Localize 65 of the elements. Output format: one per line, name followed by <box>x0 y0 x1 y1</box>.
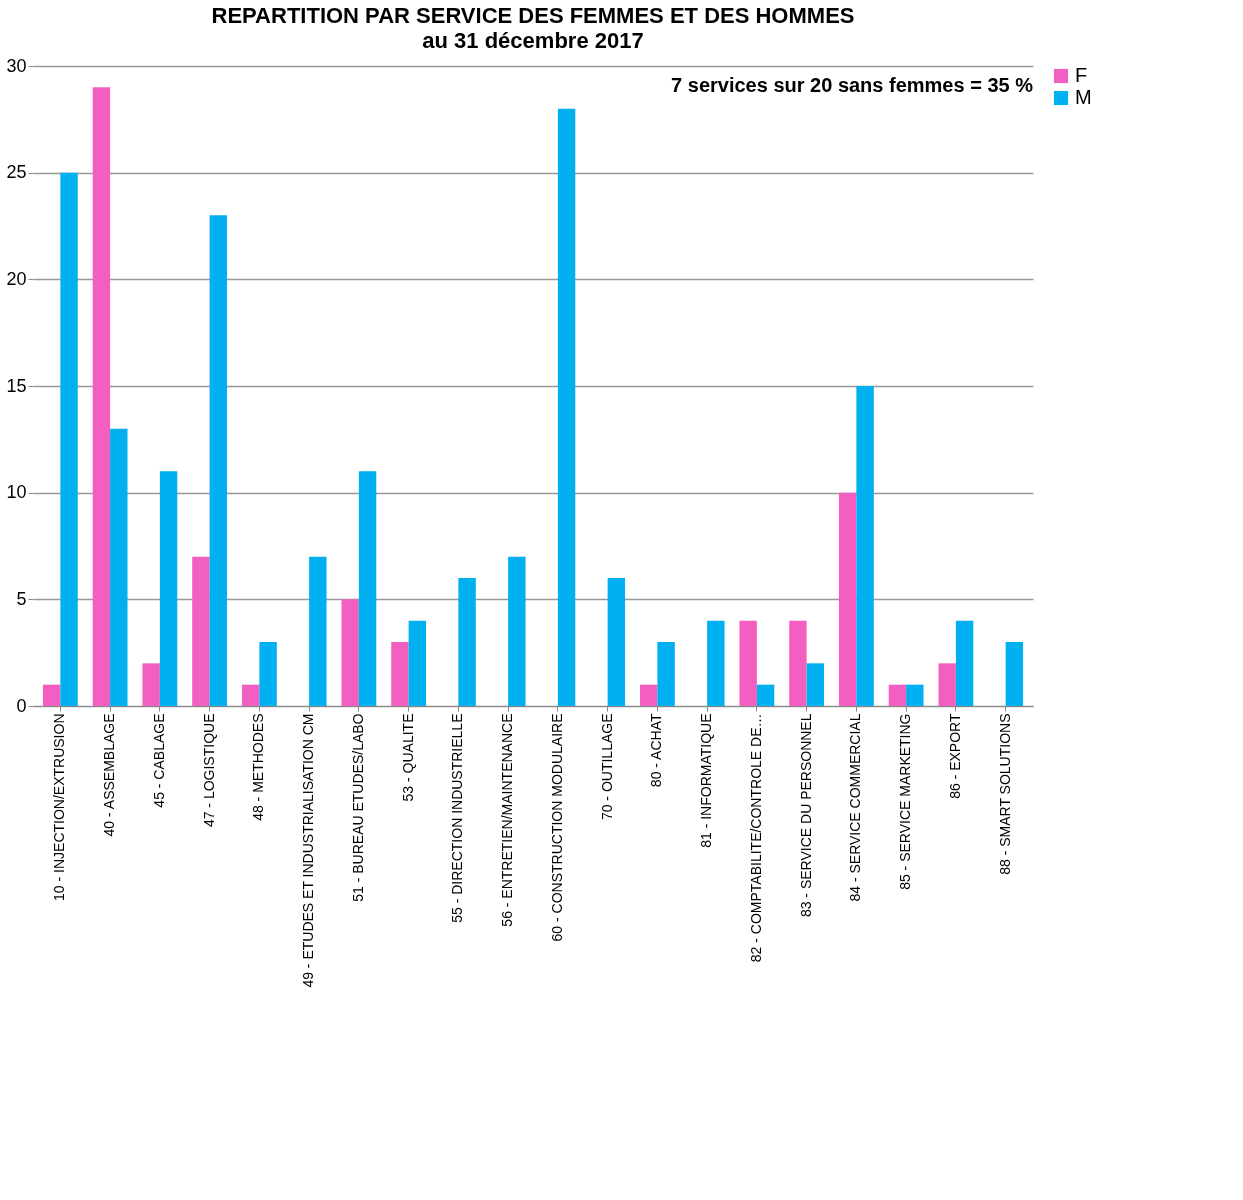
annotation: 7 services sur 20 sans femmes = 35 % <box>671 74 1034 96</box>
y-tick-label: 30 <box>6 55 27 76</box>
x-tick-label: 60 - CONSTRUCTION MODULAIRE <box>548 713 565 942</box>
bar <box>408 620 427 706</box>
bar <box>657 642 675 706</box>
bar <box>341 599 359 706</box>
chart-title: REPARTITION PAR SERVICE DES FEMMES ET DES HOMMES <box>211 3 855 28</box>
bar <box>888 684 907 706</box>
x-tick-label: 49 - ETUDES ET INDUSTRIALISATION CM <box>300 713 317 988</box>
bar <box>42 684 61 706</box>
bar <box>458 578 476 706</box>
x-tick-label: 51 - BUREAU ETUDES/LABO <box>349 713 366 902</box>
x-tick-label: 47 - LOGISTIQUE <box>200 713 217 828</box>
bar <box>192 556 210 706</box>
bar <box>259 642 277 706</box>
bar <box>856 386 874 706</box>
bar <box>557 108 576 706</box>
bar <box>707 620 725 706</box>
x-tick-label: 81 - INFORMATIQUE <box>698 713 715 848</box>
x-tick-label: 85 - SERVICE MARKETING <box>897 713 914 890</box>
y-tick-label: 20 <box>6 268 27 289</box>
bar <box>639 684 658 706</box>
bar <box>938 663 956 706</box>
bar <box>110 428 128 706</box>
x-tick-label: 84 - SERVICE COMMERCIAL <box>847 713 864 902</box>
bar <box>756 684 775 706</box>
legend-label: F <box>1075 64 1088 86</box>
y-tick-label: 15 <box>6 375 27 396</box>
bar <box>1005 642 1024 706</box>
bar <box>391 642 409 706</box>
bar <box>508 556 526 706</box>
bar <box>955 620 974 706</box>
bar <box>806 663 825 706</box>
bar <box>209 215 228 706</box>
bar <box>60 172 78 706</box>
bar <box>241 684 260 706</box>
x-tick-label: 10 - INJECTION/EXTRUSION <box>51 713 68 901</box>
bar <box>309 556 327 706</box>
x-tick-label: 88 - SMART SOLUTIONS <box>996 713 1013 875</box>
bar <box>358 471 377 706</box>
x-tick-label: 45 - CABLAGE <box>150 713 167 808</box>
x-tick-label: 40 - ASSEMBLAGE <box>101 713 118 837</box>
bar <box>789 620 807 706</box>
x-tick-label: 53 - QUALITE <box>399 713 416 802</box>
bar <box>142 663 160 706</box>
bar <box>739 620 757 706</box>
x-tick-label: 83 - SERVICE DU PERSONNEL <box>797 713 814 918</box>
bar <box>838 492 857 706</box>
bar <box>906 684 924 706</box>
y-tick-label: 5 <box>16 588 27 609</box>
y-tick-label: 10 <box>6 482 27 503</box>
x-tick-label: 82 - COMPTABILITE/CONTROLE DE… <box>747 713 764 963</box>
chart-subtitle: au 31 décembre 2017 <box>422 28 644 53</box>
bar <box>159 471 178 706</box>
y-tick-label: 25 <box>6 162 27 183</box>
x-tick-label: 86 - EXPORT <box>946 713 963 799</box>
x-tick-label: 70 - OUTILLAGE <box>598 713 615 821</box>
y-tick-label: 0 <box>16 695 27 716</box>
legend-label: M <box>1075 86 1092 108</box>
bar <box>607 578 626 706</box>
bar <box>92 87 111 706</box>
x-tick-label: 80 - ACHAT <box>648 713 665 788</box>
x-tick-label: 48 - METHODES <box>250 713 267 821</box>
x-tick-label: 56 - ENTRETIEN/MAINTENANCE <box>499 713 516 927</box>
x-tick-label: 55 - DIRECTION INDUSTRIELLE <box>449 713 466 923</box>
